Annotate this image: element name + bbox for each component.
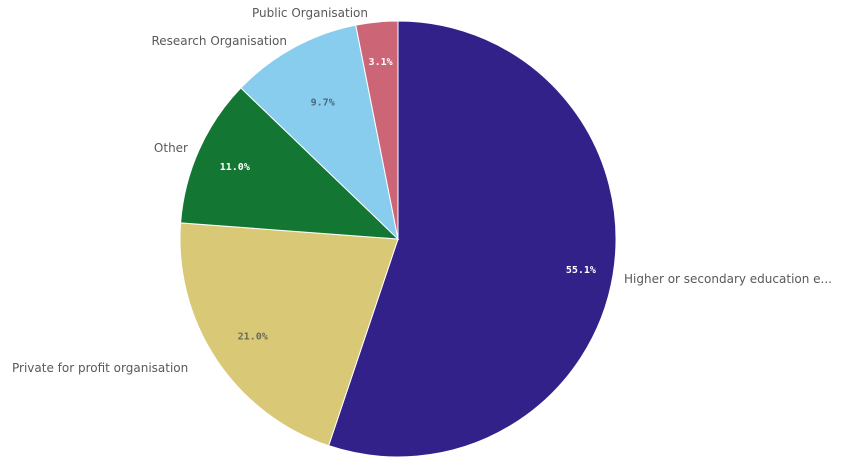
pie-slice[interactable] bbox=[355, 20, 399, 240]
slice-category-label: Private for profit organisation bbox=[12, 361, 188, 375]
pie-slice[interactable] bbox=[179, 222, 399, 447]
slices-layer bbox=[179, 20, 617, 458]
category-labels-layer: Higher or secondary education e... Privat… bbox=[12, 6, 832, 375]
slice-category-label: Other bbox=[154, 141, 188, 155]
slice-value-label: 21.0% bbox=[238, 332, 268, 343]
slice-value-label: 55.1% bbox=[566, 265, 596, 276]
slice-value-label: 9.7% bbox=[311, 97, 335, 108]
slice-category-label: Research Organisation bbox=[151, 34, 287, 48]
pie-slice[interactable] bbox=[327, 20, 617, 458]
slice-value-label: 11.0% bbox=[220, 162, 250, 173]
slice-category-label: Higher or secondary education e... bbox=[624, 272, 832, 286]
slice-category-label: Public Organisation bbox=[252, 6, 368, 20]
pie-slice[interactable] bbox=[240, 24, 399, 241]
value-labels-layer: 55.1% 21.0% 11.0% 9.7% 3.1% bbox=[220, 57, 596, 342]
slice-value-label: 3.1% bbox=[369, 57, 393, 68]
pie-slice[interactable] bbox=[180, 87, 400, 240]
